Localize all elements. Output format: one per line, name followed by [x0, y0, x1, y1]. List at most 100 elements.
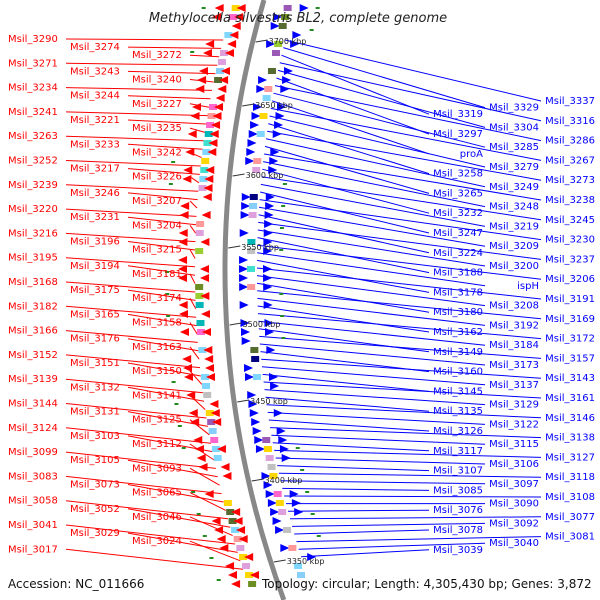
forward-cds-marker — [209, 130, 219, 138]
right-gene-label: Msil_3329 — [489, 103, 539, 114]
reverse-cds-marker — [246, 148, 256, 156]
kbp-tick-label: 3500 kbp — [243, 320, 281, 329]
rna-tick — [310, 513, 315, 515]
rna-tick — [196, 513, 201, 515]
forward-cds-marker — [202, 193, 212, 201]
right-gene-label: Msil_3081 — [545, 532, 595, 543]
right-gene-label: Msil_3107 — [433, 466, 483, 477]
forward-gene-block — [248, 581, 257, 587]
left-connector — [127, 265, 196, 276]
forward-gene-block — [228, 518, 237, 524]
forward-cds-marker — [214, 526, 224, 534]
forward-cds-marker — [236, 4, 246, 12]
left-gene-label: Msil_3241 — [8, 107, 58, 118]
forward-cds-marker — [197, 76, 207, 84]
left-connector — [65, 62, 218, 66]
reverse-gene-block — [263, 446, 272, 452]
right-connector — [257, 244, 542, 280]
reverse-cds-marker — [268, 166, 278, 174]
left-connector — [189, 467, 220, 486]
forward-cds-marker — [244, 553, 254, 561]
reverse-cds-marker — [294, 508, 304, 516]
forward-cds-marker — [185, 148, 195, 156]
right-gene-label: proA — [460, 149, 483, 160]
reverse-cds-marker — [258, 76, 268, 84]
right-connector — [265, 138, 486, 188]
reverse-gene-block — [267, 464, 276, 470]
left-gene-label: Msil_3175 — [70, 285, 120, 296]
forward-gene-block — [239, 554, 248, 560]
reverse-gene-block — [253, 374, 262, 380]
reverse-cds-marker — [282, 76, 292, 84]
left-connector — [65, 451, 216, 469]
rna-tick — [165, 293, 170, 295]
reverse-cds-marker — [291, 499, 301, 507]
forward-gene-block — [202, 383, 211, 389]
right-gene-label: Msil_3258 — [433, 169, 483, 180]
reverse-gene-block — [247, 239, 256, 245]
right-connector — [263, 381, 542, 399]
left-gene-label: Msil_3207 — [132, 196, 182, 207]
right-gene-label: Msil_3173 — [489, 360, 539, 371]
right-connector — [272, 442, 430, 452]
left-gene-label: Msil_3065 — [132, 488, 182, 499]
kbp-tick-label: 3700 kbp — [269, 37, 307, 46]
right-gene-label: Msil_3115 — [489, 439, 539, 450]
right-connector — [257, 313, 542, 340]
left-gene-label: Msil_3181 — [132, 269, 182, 280]
left-gene-label: Msil_3168 — [8, 277, 58, 288]
left-gene-label: Msil_3182 — [8, 301, 58, 312]
left-gene-label: Msil_3141 — [132, 390, 182, 401]
left-connector — [189, 54, 220, 58]
reverse-cds-marker — [263, 229, 273, 237]
forward-gene-block — [195, 248, 204, 254]
reverse-cds-marker — [264, 220, 274, 228]
forward-cds-marker — [227, 40, 237, 48]
forward-gene-block — [231, 5, 240, 11]
forward-gene-block — [224, 32, 233, 38]
rna-tick — [174, 403, 179, 405]
left-gene-label: Msil_3272 — [132, 50, 182, 61]
right-gene-label: Msil_3180 — [433, 307, 483, 318]
forward-gene-block — [205, 410, 214, 416]
reverse-gene-block — [247, 284, 256, 290]
reverse-cds-marker — [251, 418, 261, 426]
right-gene-label: Msil_3249 — [489, 182, 539, 193]
left-connector — [189, 516, 233, 537]
reverse-cds-marker — [261, 472, 271, 480]
kbp-tick-mark — [251, 478, 264, 482]
left-gene-label: Msil_3058 — [8, 496, 58, 507]
left-connector — [65, 208, 197, 217]
kbp-tick-mark — [242, 103, 255, 107]
forward-gene-block — [206, 122, 215, 128]
reverse-cds-marker — [278, 436, 288, 444]
forward-cds-marker — [190, 112, 200, 120]
reverse-cds-marker — [267, 499, 277, 507]
left-connector — [65, 305, 197, 318]
right-connector — [262, 373, 430, 392]
right-gene-label: Msil_3076 — [433, 505, 483, 516]
forward-cds-marker — [179, 310, 189, 318]
reverse-cds-marker — [239, 229, 249, 237]
left-connector — [127, 386, 205, 402]
right-gene-label: Msil_3092 — [489, 518, 539, 529]
kbp-tick-mark — [232, 173, 245, 177]
accession-text: Accession: NC_011666 — [8, 577, 144, 591]
left-gene-label: Msil_3252 — [8, 156, 58, 167]
right-connector — [263, 153, 542, 201]
right-gene-label: Msil_3126 — [433, 426, 483, 437]
reverse-cds-marker — [263, 265, 273, 273]
right-gene-label: Msil_3117 — [433, 446, 483, 457]
forward-cds-marker — [193, 436, 203, 444]
left-gene-label: Msil_3243 — [70, 66, 120, 77]
rna-tick — [280, 315, 285, 317]
forward-cds-marker — [184, 373, 194, 381]
left-connector — [65, 38, 224, 41]
right-connector — [274, 85, 542, 142]
reverse-cds-marker — [241, 337, 251, 345]
left-gene-label: Msil_3196 — [70, 237, 120, 248]
reverse-cds-marker — [272, 517, 282, 525]
right-gene-label: Msil_3157 — [545, 353, 595, 364]
forward-cds-marker — [209, 400, 219, 408]
forward-cds-marker — [205, 40, 215, 48]
